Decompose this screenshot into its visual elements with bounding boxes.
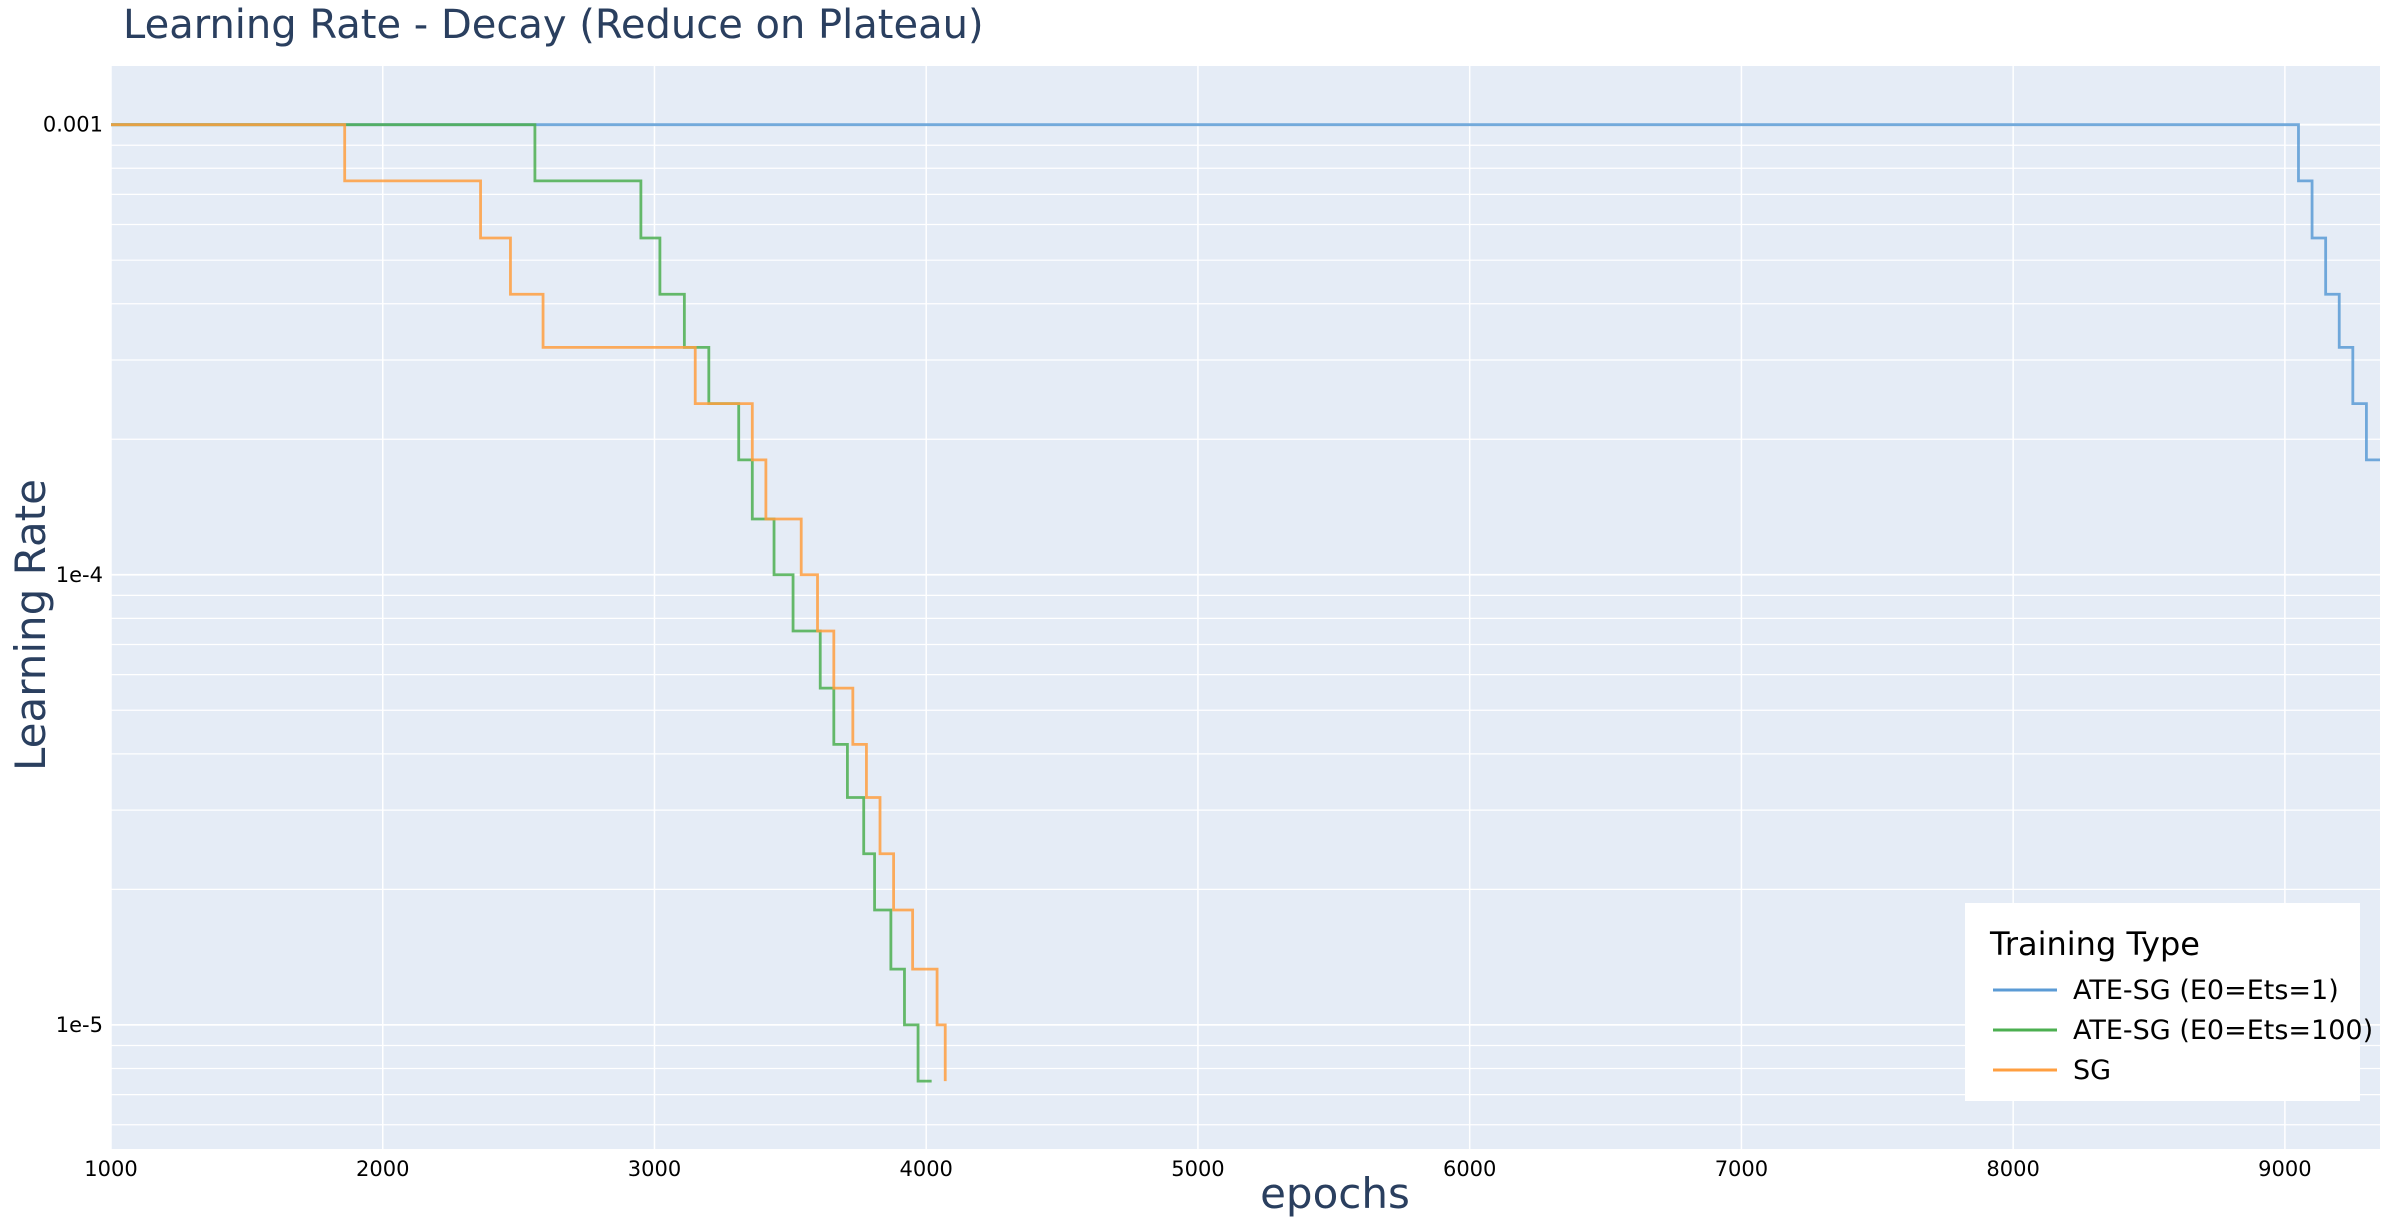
series-line-2	[111, 123, 932, 1083]
x-axis-title: epochs	[1260, 1169, 1410, 1218]
x-tick-label: 2000	[356, 1157, 409, 1181]
y-tick-label: 1e-5	[56, 1013, 103, 1037]
legend-label: SG	[2073, 1055, 2111, 1086]
y-tick-label: 1e-4	[56, 563, 103, 587]
x-tick-label: 9000	[2258, 1157, 2311, 1181]
y-axis-title: Learning Rate	[6, 479, 55, 771]
legend-label: ATE-SG (E0=Ets=1)	[2073, 975, 2339, 1006]
x-tick-label: 8000	[1986, 1157, 2039, 1181]
legend-items: ATE-SG (E0=Ets=1) ATE-SG (E0=Ets=100) SG	[1993, 975, 2373, 1086]
x-tick-label: 3000	[628, 1157, 681, 1181]
y-tick-label: 0.001	[43, 113, 103, 137]
x-tick-label: 1000	[84, 1157, 137, 1181]
x-tick-label: 6000	[1443, 1157, 1496, 1181]
chart-title: Learning Rate - Decay (Reduce on Plateau…	[123, 2, 984, 48]
legend-box	[1965, 903, 2360, 1101]
series-line-3	[111, 123, 947, 1082]
legend: Training Type ATE-SG (E0=Ets=1)ATE-SG (E…	[1965, 903, 2373, 1101]
legend-label: ATE-SG (E0=Ets=100)	[2073, 1015, 2373, 1046]
legend-title: Training Type	[1989, 925, 2200, 963]
x-tick-label: 4000	[899, 1157, 952, 1181]
series-line-1	[111, 123, 2380, 462]
x-tick-label: 7000	[1715, 1157, 1768, 1181]
tick-labels: 1000 2000 3000 4000 5000 6000 7000 8000 9000 0.00…	[43, 113, 2312, 1181]
series-lines	[111, 123, 2380, 1083]
x-tick-label: 5000	[1171, 1157, 1224, 1181]
